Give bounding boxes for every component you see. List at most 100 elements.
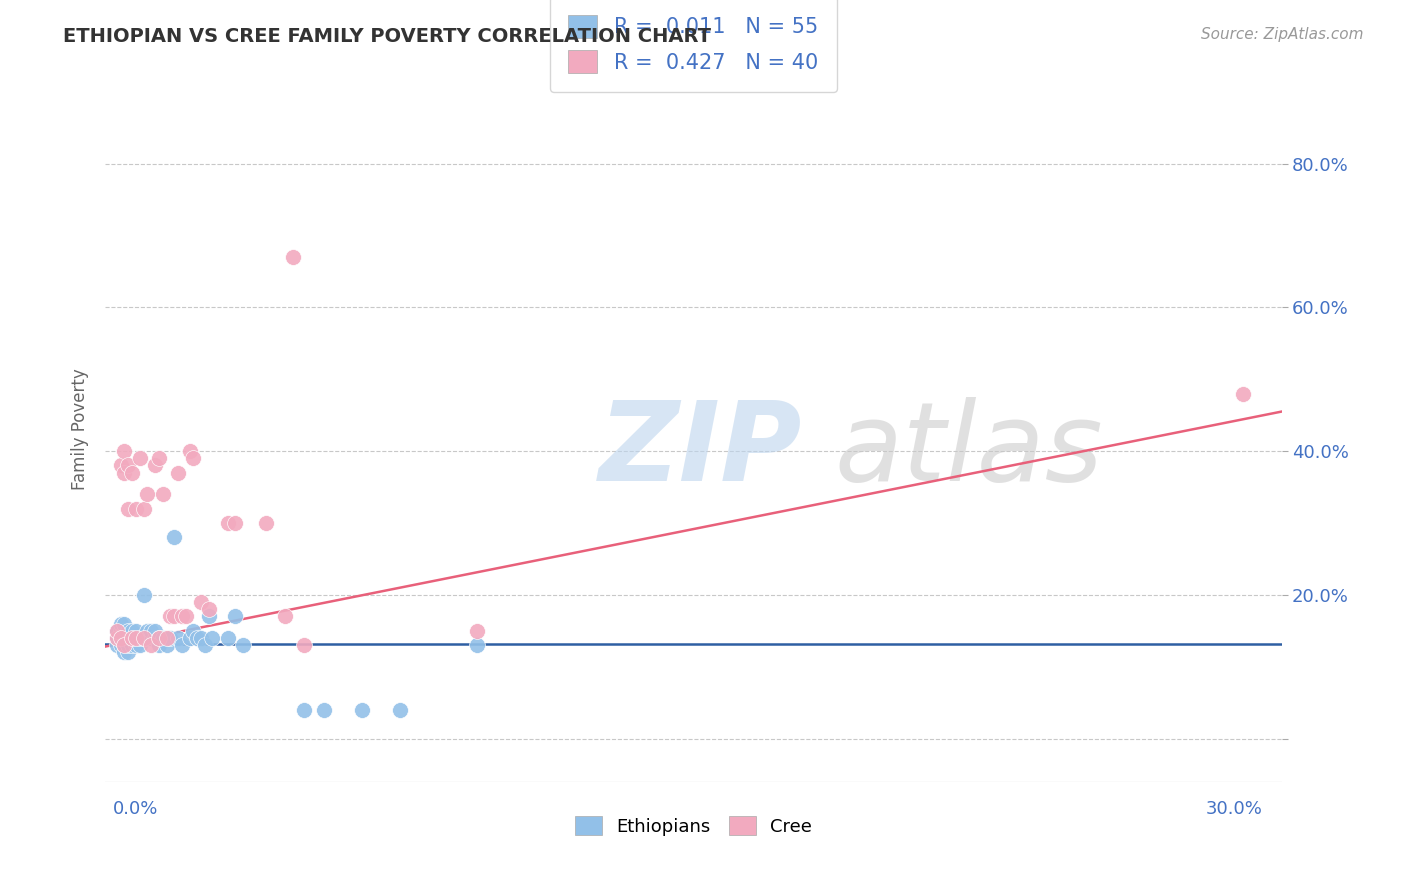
Point <box>197 609 219 624</box>
Point <box>112 638 135 652</box>
Point <box>170 638 193 652</box>
Point <box>148 631 170 645</box>
Point <box>179 444 201 458</box>
Point <box>110 458 132 473</box>
Point <box>141 638 163 652</box>
Point <box>112 624 135 638</box>
Point <box>197 602 219 616</box>
Point <box>159 609 181 624</box>
Point <box>117 645 139 659</box>
Point <box>190 631 212 645</box>
Point <box>148 638 170 652</box>
Point <box>163 609 186 624</box>
Point <box>389 703 412 717</box>
Point <box>112 466 135 480</box>
Point <box>167 631 190 645</box>
Point <box>281 250 304 264</box>
Text: 0.0%: 0.0% <box>112 799 159 818</box>
Point <box>112 616 135 631</box>
Point <box>1232 386 1254 401</box>
Point <box>121 631 143 645</box>
Point <box>110 631 132 645</box>
Legend: Ethiopians, Cree: Ethiopians, Cree <box>568 809 820 843</box>
Point <box>294 703 316 717</box>
Point <box>121 631 143 645</box>
Point <box>136 624 159 638</box>
Point <box>465 638 488 652</box>
Point <box>125 631 148 645</box>
Y-axis label: Family Poverty: Family Poverty <box>72 368 89 491</box>
Point <box>294 638 316 652</box>
Point <box>183 451 205 466</box>
Point <box>148 631 170 645</box>
Point <box>183 624 205 638</box>
Point <box>128 451 150 466</box>
Point <box>350 703 373 717</box>
Point <box>274 609 297 624</box>
Point <box>121 624 143 638</box>
Text: Source: ZipAtlas.com: Source: ZipAtlas.com <box>1201 27 1364 42</box>
Point <box>128 638 150 652</box>
Point <box>117 638 139 652</box>
Point <box>110 624 132 638</box>
Point <box>105 631 128 645</box>
Point <box>121 638 143 652</box>
Point <box>152 487 174 501</box>
Point <box>143 631 166 645</box>
Text: ZIP: ZIP <box>599 397 803 504</box>
Point <box>105 638 128 652</box>
Point <box>232 638 254 652</box>
Point <box>163 530 186 544</box>
Point <box>110 616 132 631</box>
Point <box>132 501 155 516</box>
Point <box>143 624 166 638</box>
Point <box>125 631 148 645</box>
Point <box>112 645 135 659</box>
Point <box>217 516 239 530</box>
Point <box>105 624 128 638</box>
Point <box>159 631 181 645</box>
Point <box>152 631 174 645</box>
Point <box>224 516 246 530</box>
Point <box>117 458 139 473</box>
Point <box>110 631 132 645</box>
Point <box>141 624 163 638</box>
Point <box>132 631 155 645</box>
Point <box>141 631 163 645</box>
Point <box>112 638 135 652</box>
Text: atlas: atlas <box>835 397 1104 504</box>
Point <box>194 638 217 652</box>
Text: ETHIOPIAN VS CREE FAMILY POVERTY CORRELATION CHART: ETHIOPIAN VS CREE FAMILY POVERTY CORRELA… <box>63 27 711 45</box>
Point <box>117 501 139 516</box>
Point <box>217 631 239 645</box>
Point <box>112 444 135 458</box>
Point <box>465 624 488 638</box>
Point <box>117 624 139 638</box>
Point <box>254 516 277 530</box>
Point <box>143 458 166 473</box>
Point <box>132 588 155 602</box>
Point <box>121 466 143 480</box>
Point <box>186 631 208 645</box>
Point <box>117 631 139 645</box>
Point <box>110 638 132 652</box>
Text: 30.0%: 30.0% <box>1205 799 1263 818</box>
Point <box>224 609 246 624</box>
Point <box>190 595 212 609</box>
Point <box>155 631 177 645</box>
Point <box>125 624 148 638</box>
Point <box>174 609 197 624</box>
Point <box>125 638 148 652</box>
Point <box>136 631 159 645</box>
Point <box>312 703 335 717</box>
Point <box>112 631 135 645</box>
Point <box>132 631 155 645</box>
Point <box>155 638 177 652</box>
Point <box>128 631 150 645</box>
Point <box>148 451 170 466</box>
Point <box>167 466 190 480</box>
Point <box>105 624 128 638</box>
Point <box>136 487 159 501</box>
Point <box>105 631 128 645</box>
Point <box>170 609 193 624</box>
